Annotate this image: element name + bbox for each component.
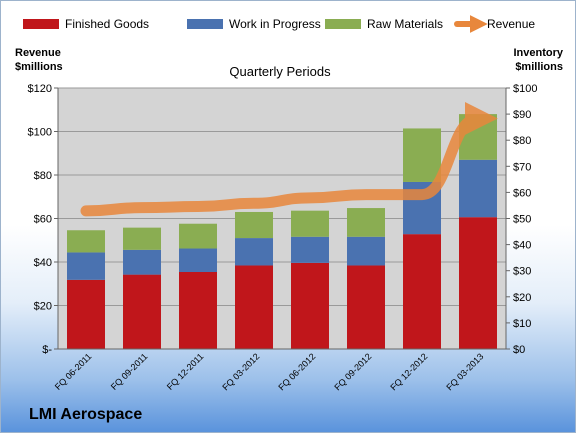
category-label: FQ 09-2012	[332, 351, 373, 392]
right-tick-label: $90	[513, 109, 531, 121]
bars	[67, 114, 497, 349]
category-label: FQ 12-2011	[165, 351, 206, 392]
revenue-line	[80, 101, 498, 217]
brand-label: LMI Aerospace	[29, 406, 143, 423]
legend-label: Raw Materials	[367, 17, 443, 31]
legend-swatch-work-in-progress	[187, 19, 223, 29]
bar-work-in-progress	[67, 252, 105, 280]
legend-label: Work in Progress	[229, 17, 321, 31]
right-tick-label: $50	[513, 214, 531, 226]
bar-raw-materials	[291, 210, 329, 237]
bar-raw-materials	[347, 208, 385, 237]
left-axis-label: Revenue $millions	[15, 47, 63, 73]
bar-work-in-progress	[179, 248, 217, 273]
left-tick-label: $100	[28, 127, 52, 139]
bar-finished-goods	[67, 279, 105, 349]
bar-finished-goods	[291, 262, 329, 349]
category-label: FQ 12-2012	[388, 351, 429, 392]
right-tick-label: $0	[513, 344, 525, 356]
chart-title: Quarterly Periods	[229, 64, 331, 79]
bar-finished-goods	[123, 274, 161, 349]
left-tick-label: $20	[34, 301, 52, 313]
bar-finished-goods	[347, 265, 385, 349]
right-axis-label: Inventory $millions	[513, 47, 563, 73]
legend: Finished Goods Work in Progress Raw Materi…	[23, 15, 535, 33]
category-label: FQ 03-2012	[220, 351, 261, 392]
legend-label: Finished Goods	[65, 17, 149, 31]
bar-work-in-progress	[459, 159, 497, 218]
bar-finished-goods	[403, 234, 441, 349]
legend-swatch-raw-materials	[325, 19, 361, 29]
bar-raw-materials	[235, 211, 273, 239]
bar-work-in-progress	[123, 249, 161, 275]
bar-finished-goods	[459, 217, 497, 349]
bar-work-in-progress	[347, 236, 385, 266]
legend-swatch-finished-goods	[23, 19, 59, 29]
revenue-line-group	[80, 101, 498, 217]
right-tick-label: $100	[513, 83, 537, 95]
right-tick-label: $20	[513, 292, 531, 304]
bar-raw-materials	[67, 230, 105, 253]
bar-finished-goods	[235, 265, 273, 349]
right-tick-label: $70	[513, 161, 531, 173]
bar-finished-goods	[179, 272, 217, 349]
category-label: FQ 09-2011	[109, 351, 150, 392]
bar-raw-materials	[123, 227, 161, 250]
right-tick-label: $60	[513, 187, 531, 199]
category-label: FQ 03-2013	[444, 351, 485, 392]
right-tick-label: $30	[513, 266, 531, 278]
left-tick-label: $60	[34, 214, 52, 226]
right-tick-label: $10	[513, 318, 531, 330]
bar-work-in-progress	[235, 238, 273, 266]
bar-raw-materials	[179, 223, 217, 249]
left-tick-label: $120	[28, 83, 52, 95]
left-tick-label: $-	[42, 344, 52, 356]
bar-raw-materials	[403, 128, 441, 182]
category-label: FQ 06-2012	[276, 351, 317, 392]
right-tick-label: $40	[513, 240, 531, 252]
left-tick-label: $80	[34, 170, 52, 182]
legend-label: Revenue	[487, 17, 535, 31]
bar-work-in-progress	[291, 236, 329, 263]
category-label: FQ 06-2011	[53, 351, 94, 392]
right-tick-label: $80	[513, 135, 531, 147]
left-tick-label: $40	[34, 257, 52, 269]
